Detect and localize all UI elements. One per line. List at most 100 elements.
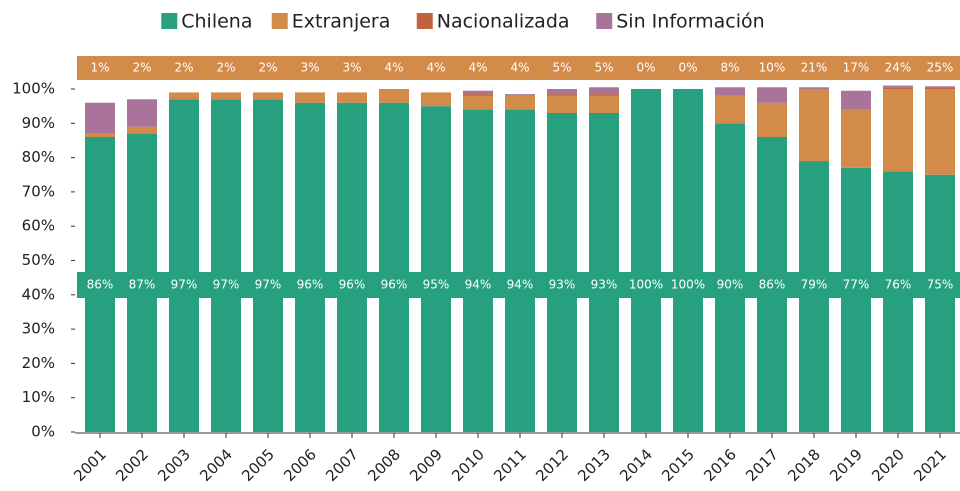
bar-segment (925, 174, 955, 432)
x-tick-label: 2012 (532, 445, 572, 485)
bar-segment (295, 102, 325, 432)
x-tick-label: 2008 (364, 445, 404, 485)
bar-segment (841, 109, 871, 168)
x-tick-label: 2015 (658, 445, 698, 485)
bar-segment (673, 89, 703, 432)
bar-segment (547, 95, 577, 114)
data-label: 100% (671, 278, 705, 292)
data-label: 93% (549, 278, 576, 292)
bar-segment (883, 85, 913, 88)
x-tick-label: 2010 (448, 445, 488, 485)
data-label: 4% (384, 61, 403, 75)
bar-segment (211, 99, 241, 432)
x-tick-label: 2009 (406, 445, 446, 485)
bar-segment (253, 92, 283, 100)
x-tick-label: 2003 (154, 445, 194, 485)
bar-segment (379, 89, 409, 103)
y-tick-label: 60% (22, 217, 55, 235)
data-label: 21% (801, 61, 828, 75)
x-tick-label: 2013 (574, 445, 614, 485)
label-band (77, 56, 960, 80)
bar-segment (715, 87, 745, 96)
bar-segment (169, 99, 199, 432)
bar-segment (379, 102, 409, 432)
data-label: 86% (87, 278, 114, 292)
bar-segment (589, 95, 619, 114)
y-tick-label: 80% (22, 148, 55, 166)
bar-segment (127, 99, 157, 127)
x-tick-label: 2016 (700, 445, 740, 485)
bar-segment (799, 89, 829, 162)
bar-segment (925, 87, 955, 89)
legend-label: Chilena (181, 11, 252, 33)
data-label: 10% (759, 61, 786, 75)
label-band (77, 272, 960, 298)
bar-segment (925, 86, 955, 88)
bar-segment (505, 94, 535, 96)
bar-segment (421, 92, 451, 107)
data-label: 95% (423, 278, 450, 292)
bar-segment (757, 102, 787, 138)
bar-segment (463, 90, 493, 95)
bar-segment (589, 94, 619, 96)
data-label: 1% (90, 61, 109, 75)
legend-swatch (271, 13, 288, 29)
data-label: 2% (258, 61, 277, 75)
bar-segment (883, 89, 913, 172)
data-label: 5% (552, 61, 571, 75)
data-label: 24% (885, 61, 912, 75)
legend-label: Sin Información (616, 11, 764, 33)
data-label: 4% (426, 61, 445, 75)
x-tick-label: 2006 (280, 445, 320, 485)
x-tick-label: 2019 (826, 445, 866, 485)
data-label: 8% (720, 61, 739, 75)
data-label: 77% (843, 278, 870, 292)
x-tick-label: 2011 (490, 445, 530, 485)
x-tick-label: 2001 (70, 445, 110, 485)
legend-swatch (416, 13, 433, 29)
data-label: 100% (629, 278, 663, 292)
y-tick-label: 50% (22, 251, 55, 269)
y-tick-label: 70% (22, 182, 55, 200)
bar-segment (463, 94, 493, 96)
data-label: 75% (927, 278, 954, 292)
data-label: 97% (255, 278, 282, 292)
data-label: 93% (591, 278, 618, 292)
x-tick-label: 2007 (322, 445, 362, 485)
legend-label: Extranjera (292, 11, 391, 33)
bar-segment (211, 92, 241, 100)
x-tick-label: 2005 (238, 445, 278, 485)
data-label: 0% (636, 61, 655, 75)
data-label: 96% (339, 278, 366, 292)
x-tick-label: 2018 (784, 445, 824, 485)
x-tick-label: 2020 (868, 445, 908, 485)
data-label: 97% (171, 278, 198, 292)
bar-segment (127, 126, 157, 134)
y-tick-label: 40% (22, 285, 55, 303)
bar-segment (631, 89, 661, 432)
data-label: 90% (717, 278, 744, 292)
data-label: 2% (174, 61, 193, 75)
data-label: 5% (594, 61, 613, 75)
y-tick-label: 20% (22, 354, 55, 372)
y-tick-label: 90% (22, 114, 55, 132)
data-label: 86% (759, 278, 786, 292)
y-tick-label: 30% (22, 320, 55, 338)
bar-segment (799, 87, 829, 89)
x-tick-label: 2004 (196, 445, 236, 485)
legend-label: Nacionalizada (437, 11, 570, 33)
bar-segment (883, 171, 913, 432)
data-label: 25% (927, 61, 954, 75)
data-label: 96% (381, 278, 408, 292)
bar-segment (715, 95, 745, 124)
data-label: 76% (885, 278, 912, 292)
bar-segment (169, 92, 199, 100)
bar-segment (295, 92, 325, 103)
data-label: 17% (843, 61, 870, 75)
data-label: 96% (297, 278, 324, 292)
data-label: 94% (465, 278, 492, 292)
data-label: 3% (300, 61, 319, 75)
data-label: 0% (678, 61, 697, 75)
y-tick-label: 0% (31, 423, 55, 441)
